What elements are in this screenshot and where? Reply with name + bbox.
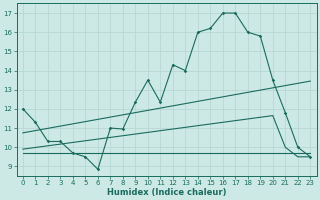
X-axis label: Humidex (Indice chaleur): Humidex (Indice chaleur) bbox=[107, 188, 226, 197]
